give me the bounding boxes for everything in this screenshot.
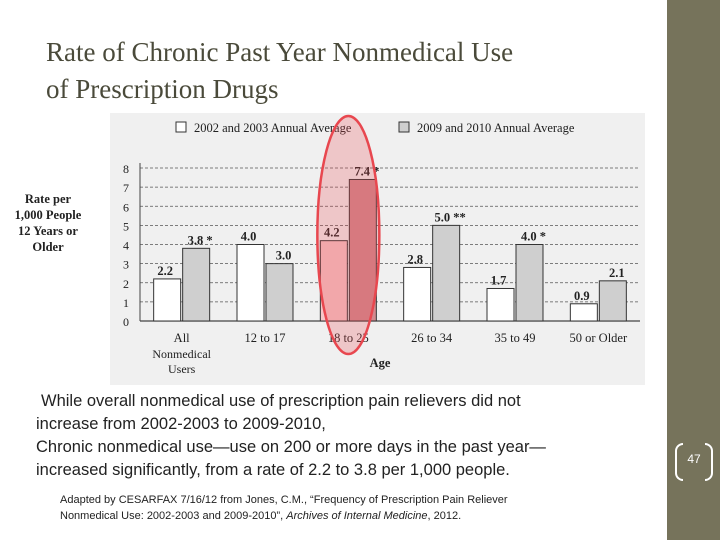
y-tick-label: 0 xyxy=(123,315,129,329)
y-axis-label-line: 12 Years or xyxy=(18,224,78,238)
bar xyxy=(486,287,515,322)
title-line-2: of Prescription Drugs xyxy=(46,74,279,104)
slide-title: Rate of Chronic Past Year Nonmedical Use… xyxy=(46,34,656,108)
x-tick-label: 26 to 34 xyxy=(411,331,453,345)
legend-swatch xyxy=(398,121,410,133)
y-tick-label: 5 xyxy=(123,219,129,233)
bar xyxy=(432,224,461,322)
x-tick-label: 50 or Older xyxy=(570,331,628,345)
slide-body: While overall nonmedical use of prescrip… xyxy=(36,390,656,482)
bar-data-label: 4.0 xyxy=(241,230,257,244)
page-number-badge: 47 xyxy=(671,443,717,481)
y-axis-label-line: 1,000 People xyxy=(15,208,82,222)
bar-data-label: 2.8 xyxy=(407,252,423,266)
y-tick-label: 2 xyxy=(123,277,129,291)
y-tick-label: 8 xyxy=(123,162,129,176)
y-tick-label: 3 xyxy=(123,258,129,272)
x-tick-label: 12 to 17 xyxy=(245,331,286,345)
bar xyxy=(348,178,377,322)
y-tick-label: 6 xyxy=(123,200,129,214)
y-axis-label: Rate per 1,000 People 12 Years or Older xyxy=(15,192,82,254)
chart-legend: 2002 and 2003 Annual Average 2009 and 201… xyxy=(175,121,575,135)
x-tick-label-3: Users xyxy=(168,362,196,376)
body-line-1: While overall nonmedical use of prescrip… xyxy=(41,392,521,410)
bar-data-label: 3.0 xyxy=(276,249,292,263)
bar-data-label: 1.7 xyxy=(491,273,507,287)
bar xyxy=(265,263,294,322)
bar-data-label: 0.9 xyxy=(574,289,590,303)
citation-line-1: Adapted by CESARFAX 7/16/12 from Jones, … xyxy=(60,494,508,506)
body-line-4: increased significantly, from a rate of … xyxy=(36,461,510,479)
x-tick-label: 35 to 49 xyxy=(495,331,536,345)
x-tick-label: All xyxy=(174,331,191,345)
body-line-2: increase from 2002-2003 to 2009-2010, xyxy=(36,415,326,433)
legend-label: 2002 and 2003 Annual Average xyxy=(194,121,352,135)
body-line-3: Chronic nonmedical use—use on 200 or mor… xyxy=(36,438,546,456)
legend-label: 2009 and 2010 Annual Average xyxy=(417,121,575,135)
bar-data-label: 5.0 ** xyxy=(435,210,466,224)
y-axis-label-line: Older xyxy=(32,240,64,254)
x-tick-label-2: Nonmedical xyxy=(152,347,211,361)
x-axis-label: Age xyxy=(370,356,391,370)
citation-suffix: , 2012. xyxy=(427,510,462,522)
y-tick-label: 4 xyxy=(123,239,129,253)
bar xyxy=(403,266,432,322)
y-tick-label: 1 xyxy=(123,296,129,310)
bar xyxy=(569,303,598,322)
bar xyxy=(515,244,544,322)
bar xyxy=(182,247,211,322)
x-tick-label: 18 to 25 xyxy=(328,331,369,345)
citation-journal: Archives of Internal Medicine xyxy=(286,510,428,522)
y-axis-label-line: Rate per xyxy=(25,192,72,206)
highlight-ellipse xyxy=(316,114,381,356)
bar xyxy=(598,280,627,322)
citation-line-2: Nonmedical Use: 2002-2003 and 2009-2010”… xyxy=(60,508,620,524)
bar-data-label: 4.2 xyxy=(324,226,340,240)
bar-data-label: 2.1 xyxy=(609,266,625,280)
title-line-1: Rate of Chronic Past Year Nonmedical Use xyxy=(46,37,514,67)
bar xyxy=(236,244,265,322)
bar-data-label: 3.8 * xyxy=(188,233,213,247)
bar-data-label: 2.2 xyxy=(157,264,173,278)
citation-prefix: Nonmedical Use: 2002-2003 and 2009-2010”… xyxy=(60,510,287,522)
left-bracket xyxy=(675,443,683,481)
page-number: 47 xyxy=(687,452,701,466)
bar-data-label: 4.0 * xyxy=(521,230,546,244)
bar-chart: 2002 and 2003 Annual Average 2009 and 201… xyxy=(15,113,645,385)
source-citation: Adapted by CESARFAX 7/16/12 from Jones, … xyxy=(60,492,620,524)
bar xyxy=(153,278,182,322)
y-tick-label: 7 xyxy=(123,181,129,195)
legend-swatch xyxy=(175,121,187,133)
